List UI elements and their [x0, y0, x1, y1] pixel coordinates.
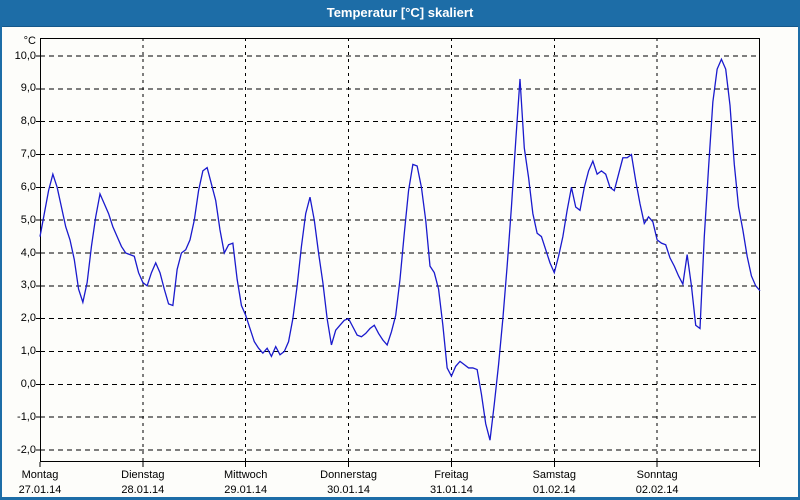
x-day-date-label: 01.02.14	[532, 484, 576, 496]
chart-title: Temperatur [°C] skaliert	[326, 5, 474, 20]
y-tick-label: 1,0	[20, 345, 36, 357]
plot-canvas	[36, 38, 761, 467]
y-tick-label: 8,0	[20, 115, 36, 128]
y-tick-label: 7,0	[20, 148, 36, 160]
x-day-date-label: 02.02.14	[635, 484, 679, 496]
y-tick-label: 4,0	[20, 246, 36, 259]
y-tick-label: -1,0	[17, 410, 36, 423]
x-day-name-label: Donnerstag	[320, 469, 377, 481]
y-tick-label: 9,0	[20, 82, 36, 95]
y-tick-label: 2,0	[20, 312, 36, 325]
x-day-date-label: 28.01.14	[121, 484, 165, 496]
x-day-name-label: Mittwoch	[224, 469, 268, 481]
temperature-line	[39, 57, 761, 441]
x-day-name-label: Samstag	[532, 469, 576, 481]
y-tick-label: 6,0	[20, 180, 36, 193]
x-day-date-label: 31.01.14	[430, 484, 473, 496]
x-day-name-label: Dienstag	[121, 469, 165, 481]
x-day-date-label: 30.01.14	[327, 484, 370, 496]
y-tick-label: 10,0	[14, 49, 36, 62]
y-tick-label: -2,0	[17, 443, 36, 456]
y-tick-label: 0,0	[20, 377, 36, 390]
title-bar: Temperatur [°C] skaliert	[2, 0, 798, 27]
x-day-name-label: Sonntag	[636, 469, 678, 481]
y-axis-unit-label: °C	[23, 35, 36, 47]
x-day-name-label: Freitag	[434, 469, 469, 481]
x-day-date-label: 29.01.14	[224, 484, 268, 496]
chart-area: °C 10,0 9,0 8,0 7,0 6,0 5,0 4,0 3,0 2,0 1,0 0,0 -1,0…	[2, 27, 798, 497]
y-tick-label: 5,0	[20, 213, 36, 226]
x-day-date-label: 27.01.14	[18, 484, 62, 496]
plot-svg	[36, 38, 761, 467]
x-day-name-label: Montag	[21, 469, 59, 481]
y-tick-label: 3,0	[20, 279, 36, 292]
